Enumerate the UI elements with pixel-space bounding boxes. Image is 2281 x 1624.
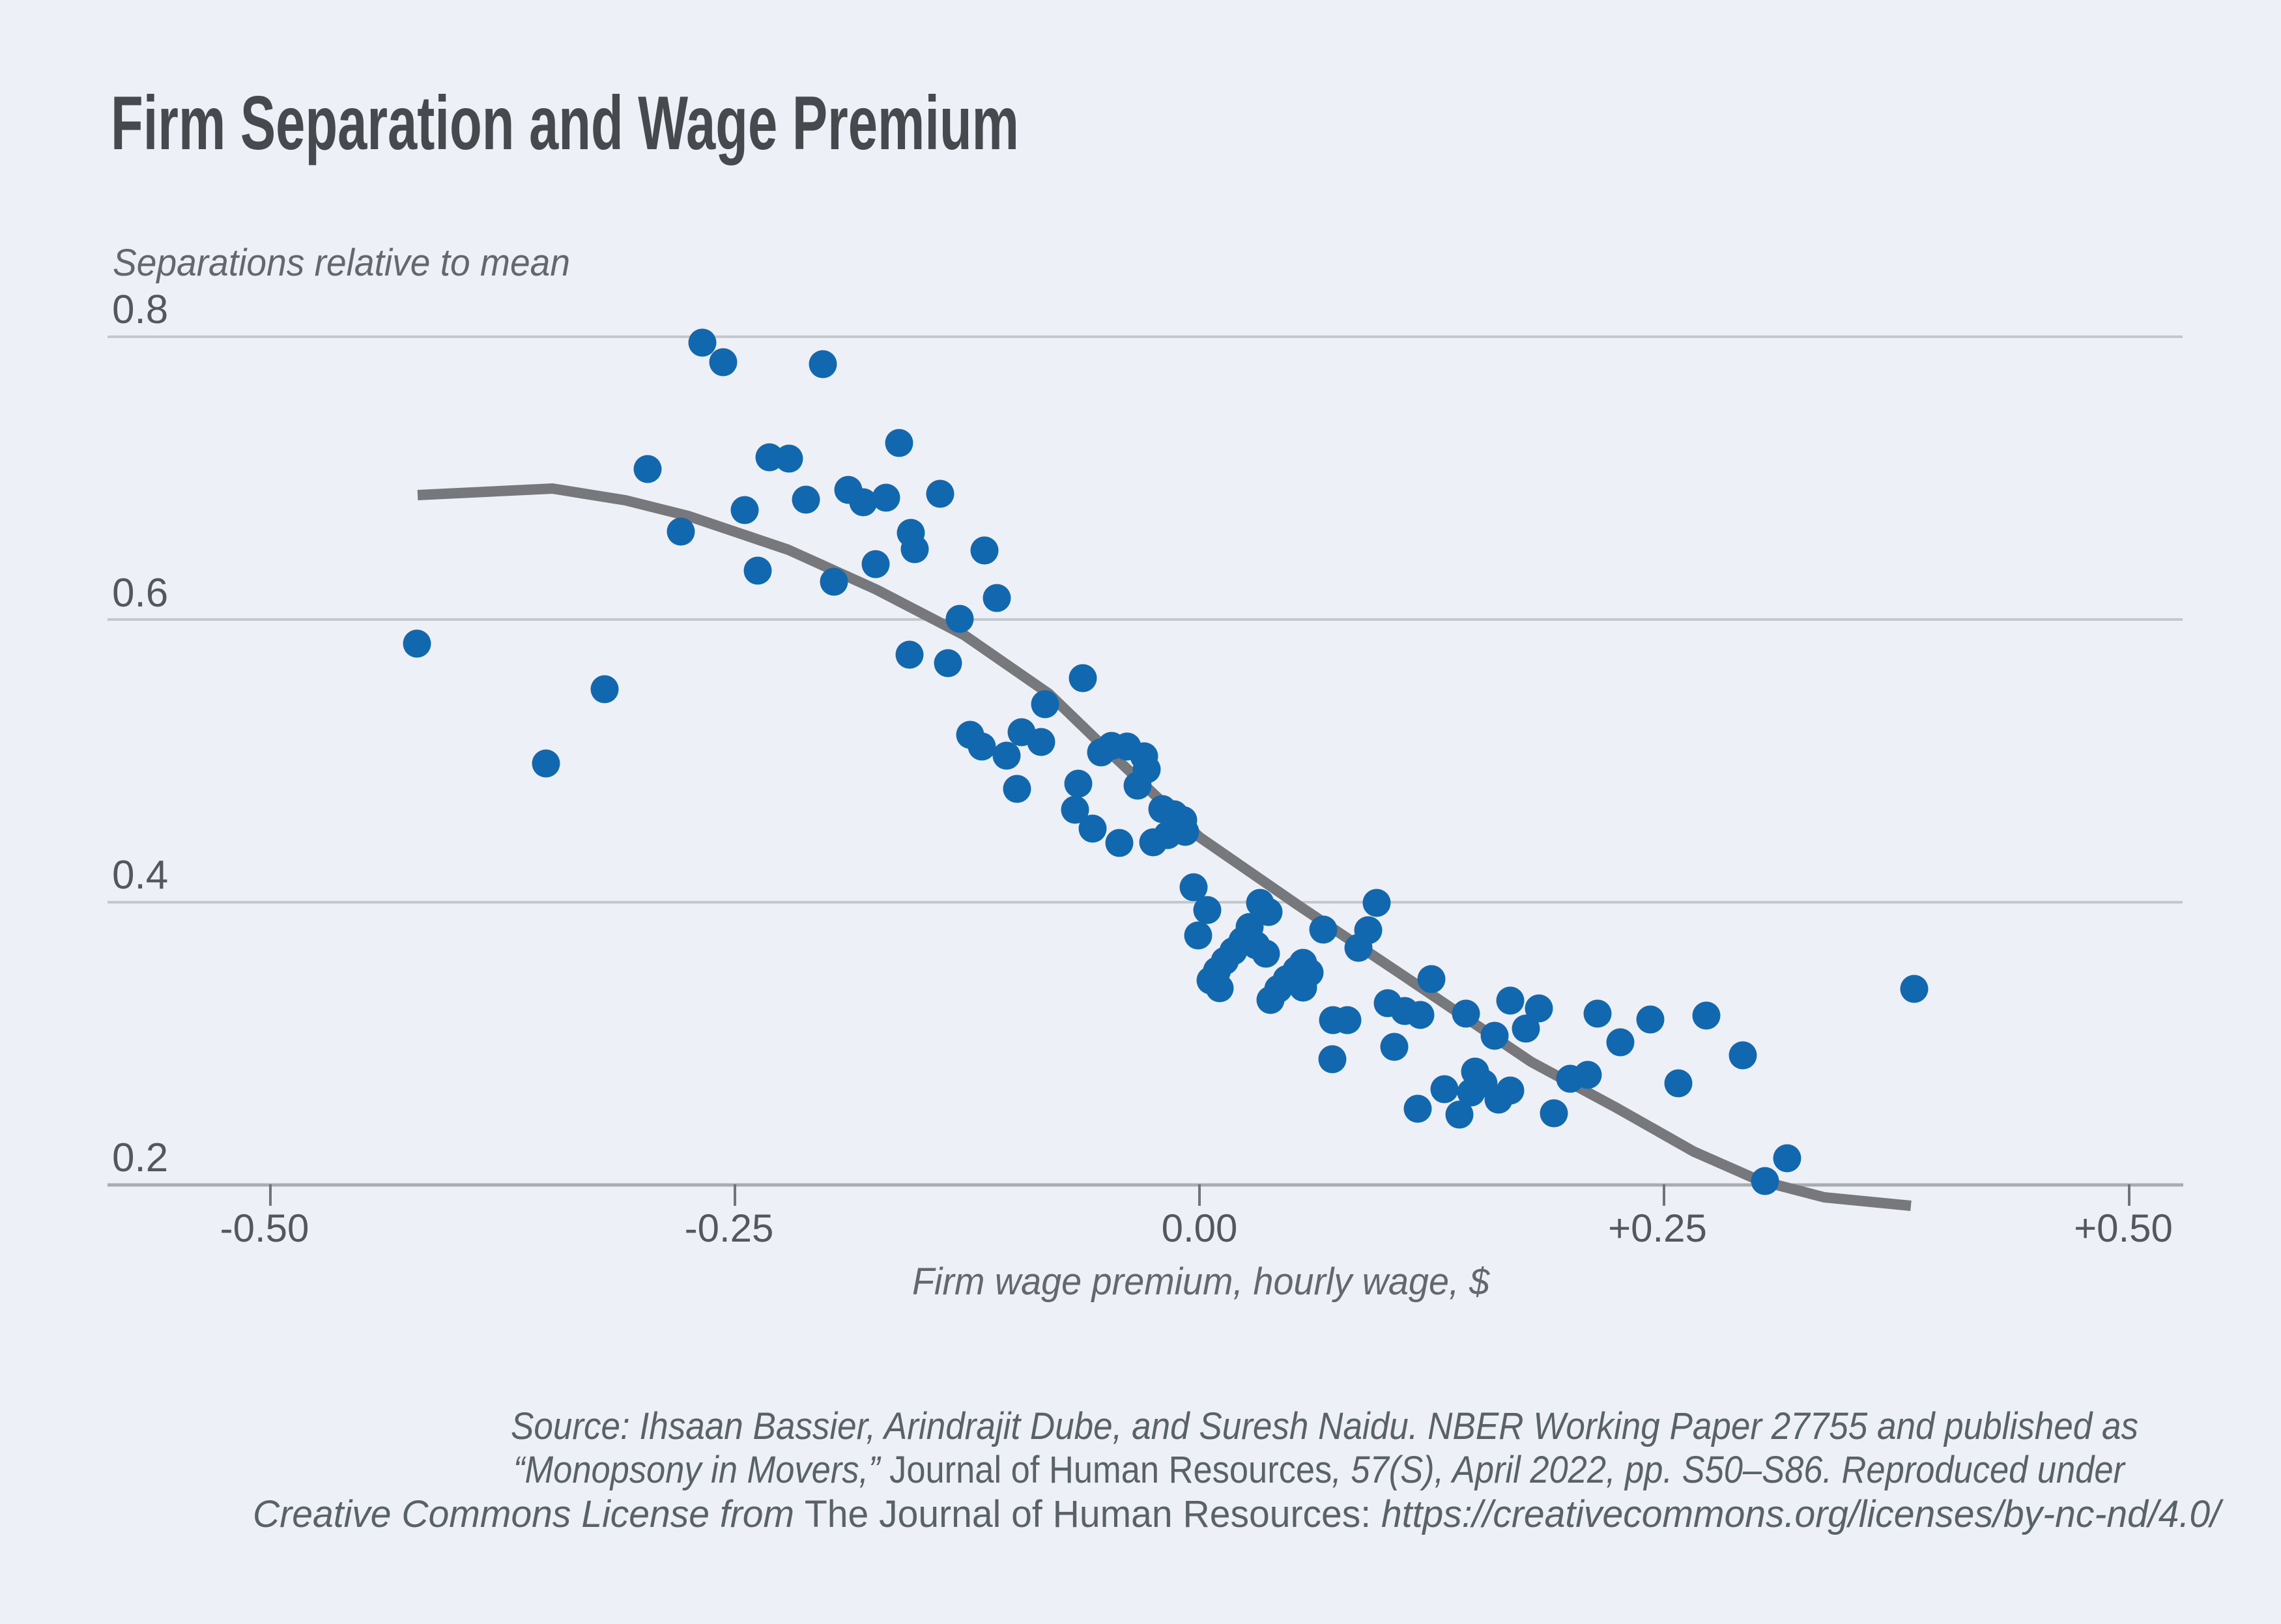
svg-text:Source: Ihsaan Bassier, Arindr: Source: Ihsaan Bassier, Arindrajit Dube,… <box>511 1405 2138 1447</box>
svg-text:+0.25: +0.25 <box>1608 1206 1707 1250</box>
svg-text:-0.25: -0.25 <box>685 1206 774 1250</box>
svg-text:-0.50: -0.50 <box>220 1206 309 1250</box>
svg-text:+0.50: +0.50 <box>2074 1206 2173 1250</box>
svg-text:0.2: 0.2 <box>112 1135 168 1180</box>
svg-text:0.00: 0.00 <box>1162 1206 1238 1250</box>
svg-text:Firm Separation and Wage Premi: Firm Separation and Wage Premium <box>111 80 1019 165</box>
svg-text:“Monopsony in Movers,” Journal: “Monopsony in Movers,” Journal of Human … <box>513 1449 2126 1491</box>
svg-text:Separations relative to mean: Separations relative to mean <box>113 242 570 284</box>
svg-text:0.6: 0.6 <box>112 571 168 616</box>
svg-text:0.4: 0.4 <box>112 853 168 898</box>
svg-text:Firm wage premium, hourly wage: Firm wage premium, hourly wage, $ <box>912 1261 1491 1303</box>
svg-text:Creative Commons License from: Creative Commons License from The Journa… <box>253 1493 2224 1535</box>
svg-text:0.8: 0.8 <box>112 287 168 332</box>
